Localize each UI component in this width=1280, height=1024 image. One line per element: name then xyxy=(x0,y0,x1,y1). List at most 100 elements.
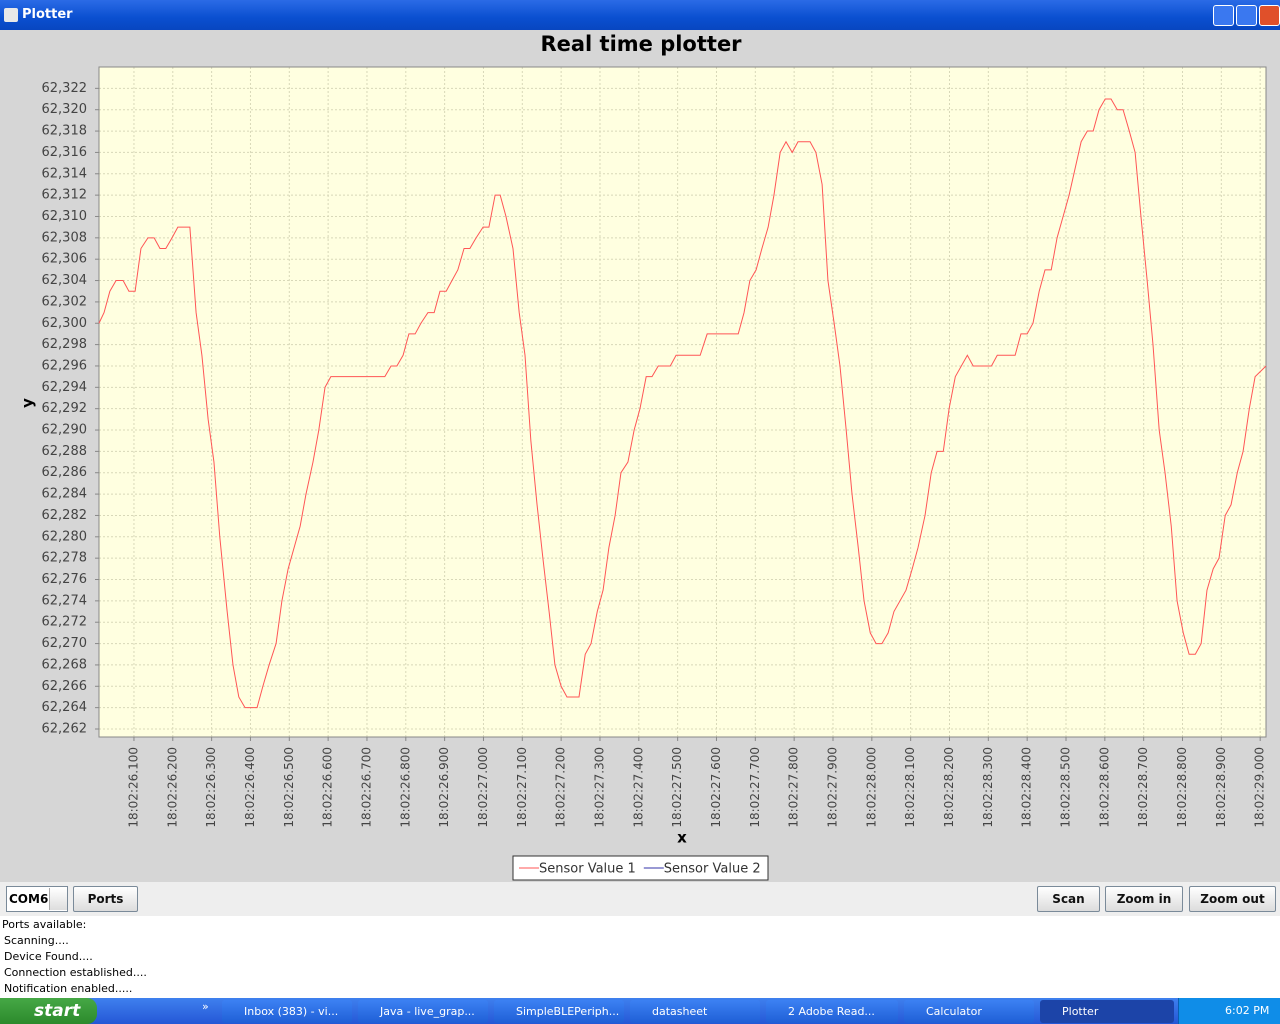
data-line xyxy=(98,98,1267,709)
legend-label: Sensor Value 2 xyxy=(664,862,761,877)
x-tick-label: 18:02:26.600 xyxy=(321,747,335,828)
x-tick-label: 18:02:26.100 xyxy=(126,747,140,828)
y-tick-label: 62,288 xyxy=(42,444,88,459)
x-tick-label: 18:02:28.100 xyxy=(903,747,917,828)
log-line: Ports available: xyxy=(2,918,87,931)
port-combo[interactable]: COM6 xyxy=(6,886,68,912)
x-tick-label: 18:02:27.200 xyxy=(554,747,568,828)
x-tick-label: 18:02:26.500 xyxy=(282,747,296,828)
window-title: Plotter xyxy=(22,7,73,22)
task-button-active[interactable]: Plotter xyxy=(1040,1000,1174,1023)
scan-button[interactable]: Scan xyxy=(1037,886,1100,912)
x-axis-title: x xyxy=(677,829,687,847)
x-tick-label: 18:02:27.800 xyxy=(787,747,801,828)
y-tick-label: 62,292 xyxy=(42,401,88,416)
y-tick-label: 62,316 xyxy=(42,145,88,160)
y-tick-label: 62,290 xyxy=(42,423,88,438)
y-tick-label: 62,266 xyxy=(42,679,88,694)
task-button[interactable]: Inbox (383) - vi... xyxy=(222,1000,352,1023)
x-tick-label: 18:02:27.400 xyxy=(631,747,645,828)
clock: 6:02 PM xyxy=(1178,998,1280,1024)
y-tick-label: 62,304 xyxy=(42,273,88,288)
x-tick-label: 18:02:28.300 xyxy=(981,747,995,828)
minimize-button[interactable] xyxy=(1213,5,1234,26)
y-tick-label: 62,262 xyxy=(42,721,88,736)
x-tick-label: 18:02:28.400 xyxy=(1020,747,1034,828)
x-tick-label: 18:02:26.200 xyxy=(165,747,179,828)
ports-button[interactable]: Ports xyxy=(73,886,138,912)
start-button[interactable]: start xyxy=(0,998,97,1024)
x-tick-label: 18:02:27.500 xyxy=(670,747,684,828)
task-button[interactable]: Calculator xyxy=(904,1000,1034,1023)
y-tick-label: 62,274 xyxy=(42,593,88,608)
x-tick-label: 18:02:28.900 xyxy=(1214,747,1228,828)
y-tick-label: 62,310 xyxy=(42,209,88,224)
y-tick-label: 62,320 xyxy=(42,102,88,117)
plot-area xyxy=(99,67,1266,737)
x-tick-label: 18:02:27.000 xyxy=(476,747,490,828)
y-tick-label: 62,308 xyxy=(42,230,88,245)
y-tick-label: 62,306 xyxy=(42,252,88,267)
legend-box xyxy=(512,855,769,881)
task-button[interactable]: datasheet xyxy=(630,1000,760,1023)
y-tick-label: 62,270 xyxy=(42,636,88,651)
y-tick-label: 62,282 xyxy=(42,508,88,523)
chart-title: Real time plotter xyxy=(540,32,742,56)
y-tick-label: 62,312 xyxy=(42,188,88,203)
zoom-out-button[interactable]: Zoom out xyxy=(1189,886,1276,912)
x-tick-label: 18:02:28.600 xyxy=(1097,747,1111,828)
close-button[interactable] xyxy=(1259,5,1280,26)
y-tick-label: 62,296 xyxy=(42,358,88,373)
maximize-button[interactable] xyxy=(1236,5,1257,26)
quick-launch-more[interactable]: » xyxy=(202,1000,209,1013)
x-tick-label: 18:02:28.200 xyxy=(942,747,956,828)
x-tick-label: 18:02:27.700 xyxy=(748,747,762,828)
x-tick-label: 18:02:27.900 xyxy=(825,747,839,828)
y-tick-label: 62,286 xyxy=(42,465,88,480)
x-tick-label: 18:02:28.700 xyxy=(1136,747,1150,828)
x-tick-label: 18:02:28.800 xyxy=(1175,747,1189,828)
log-area: Ports available: Scanning.... Device Fou… xyxy=(0,916,1280,998)
x-tick-label: 18:02:28.500 xyxy=(1058,747,1072,828)
toolbar: COM6 Ports Scan Zoom in Zoom out xyxy=(0,882,1280,916)
x-tick-label: 18:02:29.000 xyxy=(1253,747,1267,828)
y-tick-label: 62,268 xyxy=(42,657,88,672)
zoom-in-button[interactable]: Zoom in xyxy=(1105,886,1183,912)
log-line: Notification enabled..... xyxy=(4,982,133,995)
y-tick-label: 62,300 xyxy=(42,316,88,331)
task-button[interactable]: SimpleBLEPeriph... xyxy=(494,1000,624,1023)
y-tick-label: 62,302 xyxy=(42,294,88,309)
log-line: Connection established.... xyxy=(4,966,147,979)
x-tick-label: 18:02:28.000 xyxy=(864,747,878,828)
y-tick-label: 62,284 xyxy=(42,487,88,502)
y-tick-label: 62,294 xyxy=(42,380,88,395)
x-tick-label: 18:02:26.800 xyxy=(398,747,412,828)
y-tick-label: 62,264 xyxy=(42,700,88,715)
x-tick-label: 18:02:26.300 xyxy=(204,747,218,828)
y-tick-label: 62,314 xyxy=(42,166,88,181)
y-tick-label: 62,272 xyxy=(42,615,88,630)
legend-label: Sensor Value 1 xyxy=(539,862,636,877)
plot-border xyxy=(98,66,1267,738)
y-tick-label: 62,276 xyxy=(42,572,88,587)
combo-arrow[interactable] xyxy=(49,888,67,910)
x-tick-label: 18:02:27.600 xyxy=(709,747,723,828)
log-line: Device Found.... xyxy=(4,950,93,963)
x-tick-label: 18:02:27.100 xyxy=(515,747,529,828)
x-tick-label: 18:02:27.300 xyxy=(592,747,606,828)
y-tick-label: 62,280 xyxy=(42,529,88,544)
chart: Real time plotter x y 62,262 62,264 62,266… xyxy=(0,30,1280,882)
port-value: COM6 xyxy=(9,892,49,906)
y-tick-label: 62,278 xyxy=(42,551,88,566)
y-tick-label: 62,318 xyxy=(42,124,88,139)
taskbar: start » Inbox (383) - vi... Java - live_… xyxy=(0,998,1280,1024)
app-icon xyxy=(4,8,18,22)
y-tick-label: 62,298 xyxy=(42,337,88,352)
y-axis-title: y xyxy=(19,398,37,408)
x-tick-label: 18:02:26.400 xyxy=(243,747,257,828)
task-button[interactable]: Java - live_grap... xyxy=(358,1000,488,1023)
title-bar: Plotter xyxy=(0,0,1280,30)
log-line: Scanning.... xyxy=(4,934,69,947)
task-button[interactable]: 2 Adobe Read... xyxy=(766,1000,898,1023)
